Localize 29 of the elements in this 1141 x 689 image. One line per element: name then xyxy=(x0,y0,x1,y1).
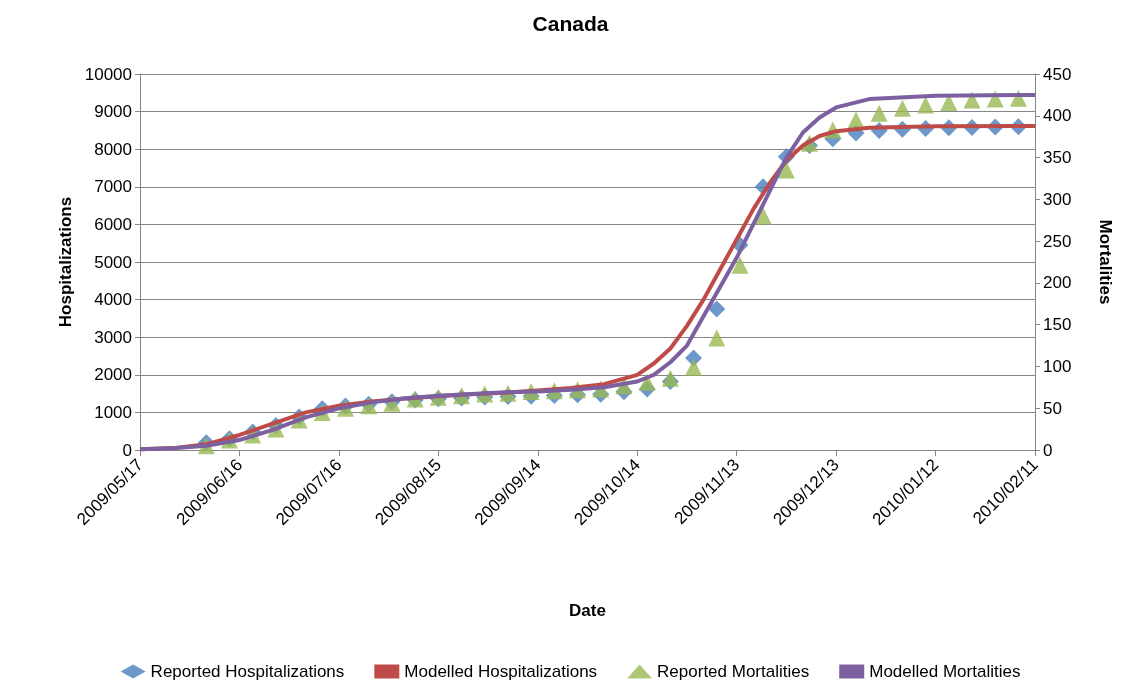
legend-label: Modelled Hospitalizations xyxy=(404,662,598,681)
y2-tick-label: 200 xyxy=(1043,273,1072,293)
y2-tick-label: 400 xyxy=(1043,106,1072,126)
y2-tick-label: 100 xyxy=(1043,356,1072,376)
y2-tick-label: 250 xyxy=(1043,231,1072,251)
y2-tick-label: 450 xyxy=(1043,64,1072,84)
y-tick-label: 5000 xyxy=(94,252,132,272)
y-tick-label: 10000 xyxy=(84,64,132,84)
y2-tick-label: 0 xyxy=(1043,440,1053,460)
legend-label: Reported Hospitalizations xyxy=(150,662,345,681)
y-tick-label: 8000 xyxy=(94,139,132,159)
y-tick-label: 1000 xyxy=(94,402,132,422)
y2-tick-label: 300 xyxy=(1043,189,1072,209)
legend-label: Reported Mortalities xyxy=(657,662,810,681)
y2-tick-label: 350 xyxy=(1043,148,1072,168)
y-tick-label: 4000 xyxy=(94,290,132,310)
y-tick-label: 9000 xyxy=(94,102,132,122)
y-tick-label: 2000 xyxy=(94,365,132,385)
y-tick-label: 7000 xyxy=(94,177,132,197)
y2-tick-label: 50 xyxy=(1043,398,1062,418)
y-axis-title: Hospitalizations xyxy=(55,196,75,328)
y-tick-label: 6000 xyxy=(94,214,132,234)
legend-label: Modelled Mortalities xyxy=(869,662,1021,681)
y2-axis-title: Mortalities xyxy=(1096,219,1115,305)
chart-title: Canada xyxy=(532,12,609,35)
y-tick-label: 3000 xyxy=(94,327,132,347)
x-axis-title: Date xyxy=(569,601,606,620)
y-tick-label: 0 xyxy=(122,440,132,460)
y2-tick-label: 150 xyxy=(1043,315,1072,335)
